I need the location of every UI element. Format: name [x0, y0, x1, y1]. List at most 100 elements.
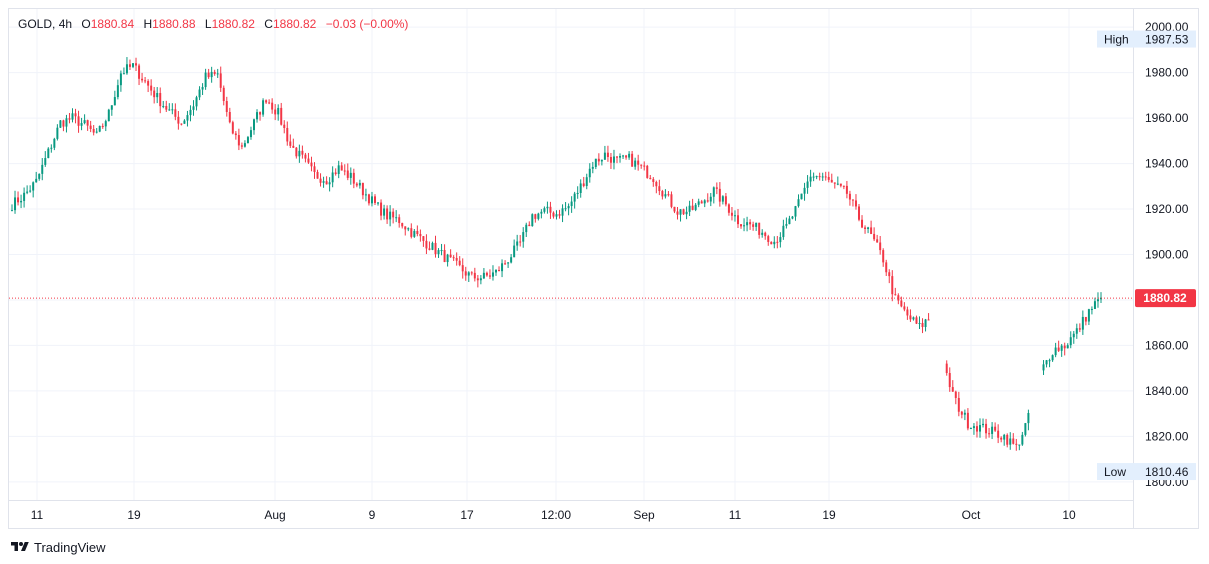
candle[interactable] — [609, 153, 612, 169]
candle[interactable] — [528, 221, 531, 227]
candle[interactable] — [1054, 342, 1057, 358]
candle[interactable] — [488, 269, 491, 280]
candle[interactable] — [1018, 444, 1021, 451]
candle[interactable] — [243, 140, 246, 148]
candle[interactable] — [249, 126, 252, 140]
candle[interactable] — [761, 229, 764, 238]
candle[interactable] — [588, 163, 591, 183]
candle[interactable] — [737, 209, 739, 229]
candle[interactable] — [994, 422, 997, 432]
candle[interactable] — [101, 123, 104, 129]
candle[interactable] — [918, 316, 921, 330]
candle[interactable] — [921, 318, 924, 334]
candle[interactable] — [879, 236, 882, 255]
candle[interactable] — [125, 57, 128, 75]
candle[interactable] — [906, 306, 909, 320]
candle[interactable] — [525, 222, 528, 238]
candle[interactable] — [449, 249, 452, 258]
candle[interactable] — [485, 271, 488, 277]
candle[interactable] — [839, 183, 842, 188]
candle[interactable] — [570, 196, 573, 213]
candle[interactable] — [594, 158, 597, 170]
candle[interactable] — [670, 191, 673, 209]
candle[interactable] — [495, 269, 497, 276]
candle[interactable] — [957, 391, 960, 417]
candle[interactable] — [824, 171, 827, 181]
candle[interactable] — [963, 409, 966, 421]
candle[interactable] — [377, 202, 380, 206]
candle[interactable] — [443, 244, 446, 263]
candle[interactable] — [743, 218, 746, 232]
candle[interactable] — [664, 189, 667, 199]
candle[interactable] — [1075, 323, 1078, 339]
candle[interactable] — [189, 105, 192, 122]
candle[interactable] — [68, 112, 71, 124]
candle[interactable] — [225, 96, 228, 117]
candle[interactable] — [44, 151, 47, 167]
candle[interactable] — [228, 107, 231, 124]
candle[interactable] — [47, 147, 50, 159]
candle[interactable] — [667, 191, 670, 197]
candle[interactable] — [240, 142, 243, 150]
candle[interactable] — [700, 199, 703, 204]
candle[interactable] — [767, 234, 770, 246]
candle[interactable] — [331, 166, 334, 188]
candle[interactable] — [966, 408, 969, 431]
candle[interactable] — [1003, 433, 1006, 446]
candle[interactable] — [806, 175, 809, 194]
candle[interactable] — [295, 146, 298, 159]
candle[interactable] — [1100, 292, 1102, 304]
candle[interactable] — [419, 229, 422, 242]
candle[interactable] — [428, 241, 431, 251]
candle[interactable] — [830, 173, 833, 183]
candle[interactable] — [619, 153, 622, 163]
candle[interactable] — [1072, 331, 1075, 344]
candle[interactable] — [195, 95, 198, 111]
candle[interactable] — [564, 202, 567, 212]
candle[interactable] — [434, 235, 437, 258]
candle[interactable] — [912, 316, 915, 321]
candle[interactable] — [83, 114, 86, 125]
candle[interactable] — [504, 260, 507, 265]
candle[interactable] — [110, 105, 113, 116]
candle[interactable] — [969, 427, 972, 430]
candle[interactable] — [764, 231, 767, 240]
candle[interactable] — [582, 176, 585, 188]
candle[interactable] — [637, 154, 640, 171]
candle[interactable] — [231, 120, 234, 135]
candle[interactable] — [395, 210, 398, 223]
candle[interactable] — [585, 173, 588, 190]
candle[interactable] — [1057, 340, 1060, 352]
candle[interactable] — [253, 118, 255, 135]
candle[interactable] — [897, 293, 900, 305]
candle[interactable] — [597, 153, 600, 166]
candle[interactable] — [882, 248, 885, 267]
candle[interactable] — [116, 79, 119, 100]
candle[interactable] — [770, 241, 773, 245]
candle[interactable] — [174, 103, 177, 121]
candle[interactable] — [951, 380, 954, 392]
candle[interactable] — [988, 427, 991, 438]
candle[interactable] — [352, 168, 355, 189]
candle[interactable] — [65, 114, 68, 133]
candle[interactable] — [464, 266, 467, 281]
candle[interactable] — [313, 162, 316, 179]
candle[interactable] — [1078, 323, 1081, 333]
candle[interactable] — [749, 219, 752, 230]
candle[interactable] — [1069, 331, 1072, 349]
candle[interactable] — [507, 261, 510, 268]
candle[interactable] — [851, 199, 854, 207]
candle[interactable] — [467, 271, 470, 283]
candle[interactable] — [646, 164, 649, 179]
candle[interactable] — [20, 194, 23, 209]
candle[interactable] — [186, 110, 189, 127]
candle[interactable] — [316, 169, 319, 179]
candle[interactable] — [915, 315, 918, 325]
candle[interactable] — [180, 123, 183, 126]
candle[interactable] — [304, 152, 307, 163]
candle[interactable] — [392, 208, 395, 224]
candle[interactable] — [386, 205, 389, 224]
candle[interactable] — [53, 137, 56, 151]
candle[interactable] — [259, 111, 262, 121]
candle[interactable] — [77, 110, 80, 133]
